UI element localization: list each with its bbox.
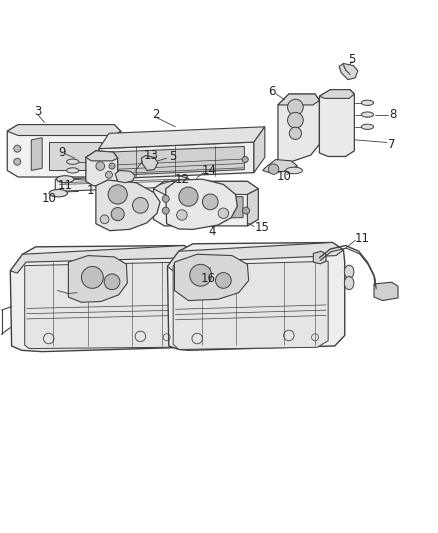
Polygon shape [7, 125, 121, 177]
Circle shape [243, 207, 250, 214]
Text: 8: 8 [389, 108, 396, 121]
Ellipse shape [361, 100, 374, 106]
Polygon shape [55, 175, 188, 191]
Text: 11: 11 [58, 179, 73, 192]
Text: 12: 12 [174, 173, 189, 185]
Polygon shape [7, 125, 121, 135]
Text: 11: 11 [355, 232, 370, 245]
Polygon shape [153, 181, 258, 226]
Circle shape [289, 127, 301, 140]
Circle shape [177, 210, 187, 220]
Circle shape [202, 194, 218, 210]
Text: 13: 13 [144, 149, 159, 161]
Circle shape [179, 187, 198, 206]
Polygon shape [96, 180, 160, 231]
Polygon shape [173, 261, 328, 350]
Text: 6: 6 [268, 85, 275, 99]
Polygon shape [31, 138, 42, 171]
Circle shape [288, 112, 303, 128]
Polygon shape [374, 282, 398, 301]
Polygon shape [278, 94, 319, 161]
Circle shape [96, 161, 105, 171]
Circle shape [162, 207, 169, 214]
Polygon shape [68, 256, 127, 302]
Text: 5: 5 [349, 53, 356, 66]
Text: 4: 4 [208, 225, 216, 238]
Circle shape [106, 171, 113, 179]
Polygon shape [339, 63, 358, 79]
Polygon shape [278, 94, 319, 105]
Polygon shape [167, 243, 345, 350]
Polygon shape [49, 142, 101, 171]
Polygon shape [254, 127, 265, 173]
Circle shape [108, 185, 127, 204]
Circle shape [162, 195, 169, 203]
Ellipse shape [344, 265, 354, 278]
Text: 10: 10 [277, 171, 292, 183]
Polygon shape [313, 251, 326, 264]
Circle shape [111, 207, 124, 221]
Text: 10: 10 [42, 192, 57, 205]
Polygon shape [141, 156, 158, 171]
Text: 3: 3 [34, 105, 42, 118]
Circle shape [190, 264, 212, 286]
Circle shape [215, 272, 231, 288]
Polygon shape [153, 181, 258, 195]
Text: 14: 14 [202, 164, 217, 177]
Circle shape [81, 266, 103, 288]
Polygon shape [247, 189, 258, 226]
Polygon shape [174, 254, 249, 301]
Polygon shape [175, 197, 199, 219]
Polygon shape [167, 243, 343, 271]
Circle shape [268, 164, 279, 174]
Circle shape [133, 198, 148, 213]
Polygon shape [86, 151, 118, 185]
Polygon shape [319, 90, 354, 99]
Polygon shape [115, 171, 135, 183]
Polygon shape [11, 246, 196, 273]
Ellipse shape [286, 167, 302, 174]
Text: 9: 9 [58, 147, 66, 159]
Text: 16: 16 [201, 272, 215, 285]
Polygon shape [99, 142, 254, 179]
Polygon shape [99, 127, 265, 149]
Polygon shape [109, 147, 244, 176]
Polygon shape [263, 159, 297, 173]
Polygon shape [319, 90, 354, 157]
Circle shape [14, 158, 21, 165]
Polygon shape [102, 147, 114, 171]
Text: 7: 7 [388, 138, 395, 151]
Circle shape [288, 99, 303, 115]
Text: 5: 5 [170, 150, 177, 163]
Polygon shape [166, 179, 237, 229]
Polygon shape [204, 197, 243, 219]
Circle shape [218, 208, 229, 219]
Ellipse shape [67, 168, 79, 173]
Circle shape [109, 163, 115, 169]
Circle shape [14, 145, 21, 152]
Polygon shape [11, 246, 198, 352]
Circle shape [104, 274, 120, 289]
Ellipse shape [361, 112, 374, 117]
Ellipse shape [67, 159, 79, 164]
Circle shape [100, 215, 109, 224]
Circle shape [242, 157, 248, 163]
Ellipse shape [57, 176, 74, 183]
Text: 1: 1 [86, 184, 94, 197]
Text: 15: 15 [254, 221, 269, 233]
Polygon shape [25, 262, 182, 349]
Ellipse shape [49, 189, 67, 197]
Ellipse shape [361, 124, 374, 130]
Polygon shape [86, 151, 118, 161]
Polygon shape [114, 131, 121, 177]
Text: 2: 2 [152, 108, 159, 121]
Ellipse shape [344, 277, 354, 289]
